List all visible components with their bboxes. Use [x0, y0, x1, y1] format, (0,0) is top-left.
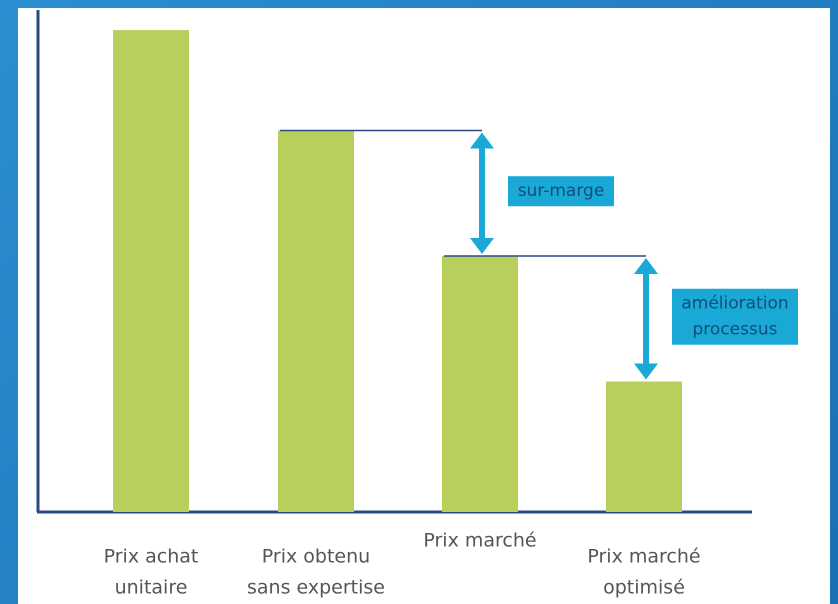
x-tick-label: Prix achat — [104, 546, 199, 568]
annotation-box — [672, 288, 798, 345]
annotation-text: amélioration — [681, 294, 788, 314]
x-tick-label: unitaire — [115, 577, 188, 599]
x-tick-label: sans expertise — [247, 577, 385, 599]
bar — [278, 130, 354, 513]
arrow-head — [634, 257, 658, 274]
x-tick-label: Prix marché — [587, 546, 700, 568]
arrow-head — [470, 237, 494, 254]
annotation-box — [508, 176, 614, 207]
annotation-text: sur-marge — [518, 181, 605, 201]
x-tick-label: optimisé — [603, 577, 685, 599]
arrow-head — [634, 363, 658, 380]
bar — [606, 381, 682, 512]
bar — [442, 255, 518, 513]
x-tick-label: Prix obtenu — [262, 546, 370, 568]
x-tick-label: Prix marché — [423, 530, 536, 552]
bar — [113, 30, 189, 513]
annotation-text: processus — [693, 320, 778, 340]
arrow-head — [470, 132, 494, 149]
